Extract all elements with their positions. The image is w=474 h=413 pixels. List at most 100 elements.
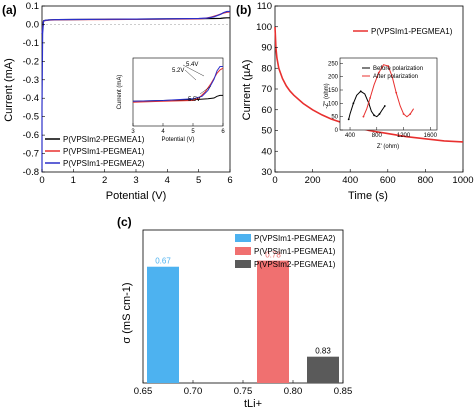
- panel-b-xtick-label-4: 800: [417, 175, 433, 186]
- panel-a-label: (a): [2, 3, 17, 17]
- panel-c-legend: P(VPSIm1-PEGMEA2) P(VPSIm1-PEGMEA1) P(VP…: [235, 234, 336, 269]
- panel-b-inset-xtick-label-2: 1200: [397, 133, 411, 139]
- panel-a-ytick-label-9: -0.8: [23, 167, 39, 178]
- panel-a: (a) Current (mA) Potential (V) 0.1 0.0 -0.…: [2, 1, 233, 202]
- panel-a-inset: 3 4 5 6 Potential (V) Current (mA) 5.4V 5.2…: [117, 57, 225, 143]
- panel-a-xlabel: Potential (V): [106, 190, 167, 202]
- panel-a-plot: 0.1 0.0 -0.1 -0.2 -0.3 -0.4 -0.5 -0.6 -0.7 -0.80 1…: [23, 1, 233, 186]
- panel-c-bar-2: [257, 260, 289, 383]
- panel-b-ytick-label-5: 60: [261, 105, 272, 116]
- panel-c-bar-3: [307, 356, 339, 383]
- panel-b-inset: 400 800 1200 1600 0 50 100 150 200 250 Z' (ohm) -…: [324, 57, 438, 150]
- panel-a-xtick-label-1: 1: [71, 175, 76, 186]
- panel-b-inset-point-2-10: [402, 113, 405, 115]
- panel-c: (c) σ (mS cm-1) tLi+ 0.67 0.78 0.83 0.65 0.7…: [117, 215, 352, 410]
- panel-b-inset-point-2-12: [409, 113, 412, 115]
- panel-a-inset-frame: [132, 57, 224, 127]
- panel-b-inset-series-2: [362, 64, 415, 118]
- panel-b-inset-point-2-4: [377, 71, 380, 74]
- panel-b-inset-ytick-label-3: 150: [328, 88, 339, 94]
- panel-a-legend-label-2: P(VPSIm1-PEGMEA1): [63, 147, 145, 156]
- panel-a-legend-label-1: P(VPSIm2-PEGMEA1): [63, 135, 145, 144]
- panel-b-inset-frame: [339, 57, 438, 131]
- panel-c-legend-label-3: P(VPSIm2-PEGMEA1): [254, 260, 336, 269]
- panel-a-series-2: [41, 11, 231, 34]
- panel-b-inset-point-1-12: [383, 105, 386, 107]
- panel-a-ytick-label-4: -0.3: [23, 75, 39, 86]
- panel-a-ytick-label-5: -0.4: [23, 93, 39, 104]
- panel-a-inset-xtick-label-3: 6: [221, 129, 225, 135]
- panel-b-inset-plot: 400 800 1200 1600 0 50 100 150 200 250: [328, 61, 438, 139]
- panel-a-ytick-label-2: -0.1: [23, 38, 39, 49]
- panel-c-xlabel: tLi+: [244, 398, 262, 410]
- panel-a-ytick-label-3: -0.2: [23, 56, 39, 67]
- panel-c-bar-label-1: 0.67: [155, 257, 171, 266]
- panel-a-xtick-label-4: 4: [165, 175, 170, 186]
- panel-b-xtick-label-2: 400: [342, 175, 358, 186]
- panel-c-xtick-label-2: 0.75: [234, 386, 253, 397]
- panel-a-inset-xlabel: Potential (V): [161, 137, 194, 143]
- panel-a-legend-label-3: P(VPSIm1-PEGMEA2): [63, 159, 145, 168]
- panel-b-inset-point-2-6: [387, 65, 390, 67]
- panel-b-inset-point-1-4: [359, 90, 362, 93]
- panel-a-ytick-label-6: -0.5: [23, 112, 39, 123]
- panel-b-inset-xlabel: Z' (ohm): [377, 144, 399, 150]
- panel-a-legend: P(VPSIm2-PEGMEA1) P(VPSIm1-PEGMEA1) P(VP…: [45, 135, 145, 168]
- panel-b-inset-point-1-0: [347, 118, 350, 121]
- panel-b-ytick-label-4: 70: [261, 84, 272, 95]
- panel-c-bar-label-3: 0.83: [315, 347, 331, 356]
- panel-b: (b) Current (µA) Time (s) 110 100 90 80 70 60…: [236, 1, 474, 202]
- panel-c-xtick-label-0: 0.65: [134, 386, 153, 397]
- panel-c-bar-1: [147, 266, 179, 383]
- panel-b-inset-xtick-label-1: 800: [372, 133, 383, 139]
- panel-a-inset-series-2: [132, 67, 224, 103]
- panel-a-ytick-label-7: -0.6: [23, 130, 39, 141]
- panel-c-xtick-label-4: 0.85: [334, 386, 353, 397]
- panel-b-xtick-label-1: 200: [305, 175, 321, 186]
- panel-a-inset-annot-3: 5.5V: [188, 97, 200, 103]
- panel-a-inset-ylabel: Current (mA): [117, 75, 123, 110]
- panel-c-legend-swatch-3: [235, 260, 251, 268]
- panel-b-inset-ytick-label-4: 200: [328, 75, 339, 81]
- panel-b-inset-ylabel: -Z'' (ohm): [324, 83, 330, 108]
- panel-a-ytick-label-0: 0.1: [26, 1, 39, 12]
- panel-b-xtick-label-5: 1000: [452, 175, 473, 186]
- panel-a-inset-pointer-3: [199, 85, 212, 95]
- panel-b-inset-legend-label-1: Before polarization: [373, 66, 423, 72]
- panel-a-xtick-label-6: 6: [227, 175, 232, 186]
- panel-a-inset-series-3: [132, 66, 223, 102]
- panel-a-xtick-label-5: 5: [196, 175, 201, 186]
- panel-b-inset-point-2-2: [369, 97, 372, 99]
- panel-c-label: (c): [117, 215, 132, 229]
- panel-b-inset-point-1-10: [378, 113, 381, 115]
- panel-b-ytick-label-2: 90: [261, 43, 272, 54]
- panel-b-inset-ytick-label-1: 50: [331, 115, 338, 121]
- panel-b-inset-xtick-label-0: 400: [345, 133, 356, 139]
- panel-b-inset-point-2-8: [395, 91, 398, 94]
- panel-b-inset-xtick-label-3: 1600: [424, 133, 438, 139]
- panel-a-xtick-label-2: 2: [102, 175, 107, 186]
- panel-a-inset-annot-2: 5.2V: [172, 68, 184, 74]
- panel-a-inset-xtick-label-2: 5: [191, 129, 195, 135]
- panel-c-plot: 0.67 0.78 0.83 0.65 0.70 0.75 0.80 0.85: [134, 251, 353, 397]
- panel-b-ytick-label-1: 100: [256, 22, 272, 33]
- panel-c-bar-label-2: 0.78: [265, 251, 281, 260]
- panel-c-legend-label-1: P(VPSIm1-PEGMEA2): [254, 234, 336, 243]
- panel-a-series-3: [41, 10, 230, 34]
- panel-b-inset-ytick-label-2: 100: [328, 101, 339, 107]
- panel-b-inset-point-1-2: [352, 102, 355, 105]
- panel-c-xtick-label-1: 0.70: [184, 386, 203, 397]
- panel-b-ytick-label-3: 80: [261, 63, 272, 74]
- panel-b-ytick-label-0: 110: [257, 1, 272, 12]
- panel-b-xlabel: Time (s): [348, 190, 388, 202]
- panel-b-series-1: [274, 26, 464, 143]
- panel-b-inset-point-1-8: [373, 114, 376, 117]
- panel-b-inset-ytick-label-5: 250: [328, 61, 339, 67]
- panel-a-inset-pointer-1: [182, 64, 205, 77]
- panel-a-inset-plot: 3 4 5 6: [131, 66, 225, 135]
- panel-b-ytick-label-7: 40: [261, 146, 272, 157]
- panel-a-inset-xtick-label-1: 4: [161, 129, 165, 135]
- panel-b-inset-legend-label-2: After polarization: [373, 74, 418, 80]
